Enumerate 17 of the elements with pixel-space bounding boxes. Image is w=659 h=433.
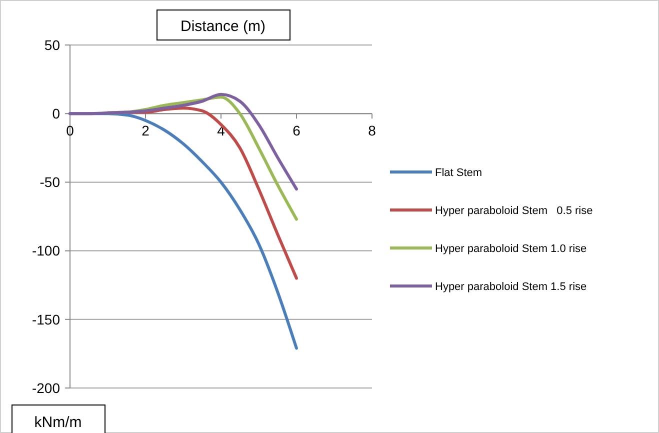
x-tick-label: 6 — [292, 122, 301, 139]
y-tick-label: -150 — [32, 311, 60, 328]
x-tick-label: 8 — [368, 122, 376, 139]
x-tick-label: 0 — [66, 122, 74, 139]
y-tick-label: -50 — [40, 174, 60, 190]
line-series — [68, 92, 298, 191]
y-tick-label: -200 — [32, 380, 60, 396]
y-tick-label: -100 — [32, 242, 60, 259]
legend-label: Flat Stem — [435, 167, 482, 179]
legend-label: Hyper paraboloid Stem 0.5 rise — [435, 205, 593, 217]
x-axis-title: Distance (m) — [180, 18, 266, 35]
y-axis-title: kNm/m — [34, 414, 82, 431]
y-tick-label: 0 — [52, 106, 60, 122]
x-tick-label: 2 — [142, 122, 150, 139]
legend-label: Hyper paraboloid Stem 1.0 rise — [435, 243, 587, 255]
legend-label: Hyper paraboloid Stem 1.5 rise — [435, 281, 587, 293]
y-tick-label: 50 — [44, 36, 60, 53]
